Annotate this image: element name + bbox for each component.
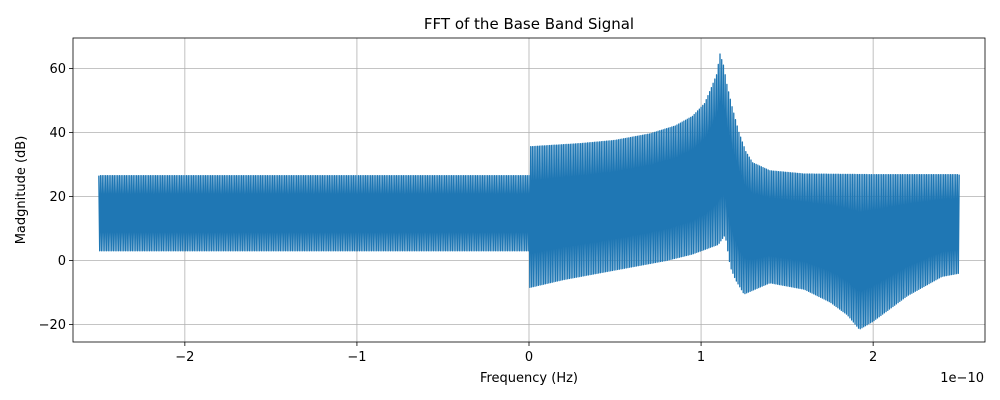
y-axis-ticks: −20 0 20 40 60 <box>39 62 73 333</box>
y-tick-label: 0 <box>58 254 66 269</box>
x-tick-label: 1 <box>697 350 705 365</box>
y-tick-label: −20 <box>39 318 66 333</box>
y-tick-label: 60 <box>49 62 66 77</box>
fft-magnitude-series-line <box>98 53 960 330</box>
chart-title: FFT of the Base Band Signal <box>424 15 634 33</box>
x-axis-label: Frequency (Hz) <box>480 371 578 386</box>
x-tick-label: −1 <box>347 350 366 365</box>
y-tick-label: 40 <box>49 126 66 141</box>
plot-area <box>98 53 960 330</box>
x-tick-label: 0 <box>525 350 533 365</box>
y-tick-label: 20 <box>49 190 66 205</box>
x-axis-ticks: −2 −1 0 1 2 <box>175 342 877 365</box>
x-tick-label: −2 <box>175 350 194 365</box>
x-tick-label: 2 <box>869 350 877 365</box>
x-axis-offset-text: 1e−10 <box>940 371 984 386</box>
y-axis-label: Madgnitude (dB) <box>14 136 29 245</box>
